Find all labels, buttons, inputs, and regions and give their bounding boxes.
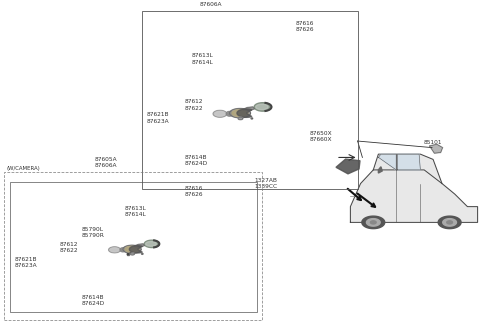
Polygon shape bbox=[108, 247, 120, 253]
Polygon shape bbox=[378, 154, 396, 170]
Text: 1327AB
1339CC: 1327AB 1339CC bbox=[254, 178, 277, 189]
Text: 85101: 85101 bbox=[423, 140, 442, 145]
Text: 87616
87626: 87616 87626 bbox=[185, 186, 204, 197]
Text: 87614B
87624D: 87614B 87624D bbox=[82, 295, 105, 306]
Polygon shape bbox=[121, 249, 125, 251]
Polygon shape bbox=[125, 246, 139, 252]
Polygon shape bbox=[371, 221, 376, 224]
Polygon shape bbox=[447, 221, 453, 224]
Bar bbox=[142, 11, 358, 189]
Text: 87605A
87606A: 87605A 87606A bbox=[200, 0, 223, 7]
Polygon shape bbox=[144, 240, 159, 248]
Bar bbox=[4, 172, 262, 320]
Polygon shape bbox=[142, 254, 143, 255]
Text: 87621B
87623A: 87621B 87623A bbox=[14, 257, 37, 268]
Polygon shape bbox=[145, 241, 156, 246]
Polygon shape bbox=[378, 167, 382, 173]
Text: 87605A
87606A: 87605A 87606A bbox=[94, 157, 117, 168]
Polygon shape bbox=[366, 219, 380, 226]
Polygon shape bbox=[397, 154, 420, 170]
Text: 87613L
87614L: 87613L 87614L bbox=[192, 53, 214, 65]
Polygon shape bbox=[120, 248, 126, 252]
Polygon shape bbox=[125, 246, 139, 252]
Polygon shape bbox=[254, 103, 272, 111]
Polygon shape bbox=[226, 112, 233, 116]
Text: 87613L
87614L: 87613L 87614L bbox=[125, 206, 146, 217]
Text: 87621B
87623A: 87621B 87623A bbox=[146, 113, 169, 124]
Polygon shape bbox=[213, 110, 227, 117]
Polygon shape bbox=[129, 246, 143, 253]
Polygon shape bbox=[232, 110, 248, 116]
Polygon shape bbox=[443, 219, 456, 226]
Polygon shape bbox=[232, 110, 248, 116]
Polygon shape bbox=[251, 118, 252, 119]
Bar bbox=[10, 182, 257, 312]
Text: 87612
87622: 87612 87622 bbox=[60, 242, 79, 253]
Polygon shape bbox=[373, 154, 442, 184]
Polygon shape bbox=[438, 216, 461, 229]
Text: 87614B
87624D: 87614B 87624D bbox=[185, 155, 208, 166]
Bar bbox=[127, 254, 129, 255]
Polygon shape bbox=[238, 117, 243, 120]
Text: (W/CAMERA): (W/CAMERA) bbox=[6, 166, 40, 171]
Polygon shape bbox=[229, 109, 251, 118]
Polygon shape bbox=[430, 144, 443, 153]
Polygon shape bbox=[134, 244, 144, 247]
Text: 85790L
85790R: 85790L 85790R bbox=[82, 227, 105, 238]
Polygon shape bbox=[131, 253, 134, 255]
Polygon shape bbox=[237, 109, 252, 117]
Polygon shape bbox=[336, 159, 360, 174]
Polygon shape bbox=[215, 112, 225, 116]
Text: 87650X
87660X: 87650X 87660X bbox=[310, 131, 332, 142]
Polygon shape bbox=[350, 170, 478, 222]
Polygon shape bbox=[123, 245, 141, 253]
Text: 87612
87622: 87612 87622 bbox=[185, 99, 204, 111]
Polygon shape bbox=[362, 216, 385, 229]
Polygon shape bbox=[227, 112, 232, 115]
Polygon shape bbox=[256, 104, 268, 110]
Polygon shape bbox=[243, 107, 254, 111]
Text: 87616
87626: 87616 87626 bbox=[295, 21, 314, 32]
Polygon shape bbox=[127, 254, 129, 255]
Polygon shape bbox=[110, 248, 119, 252]
